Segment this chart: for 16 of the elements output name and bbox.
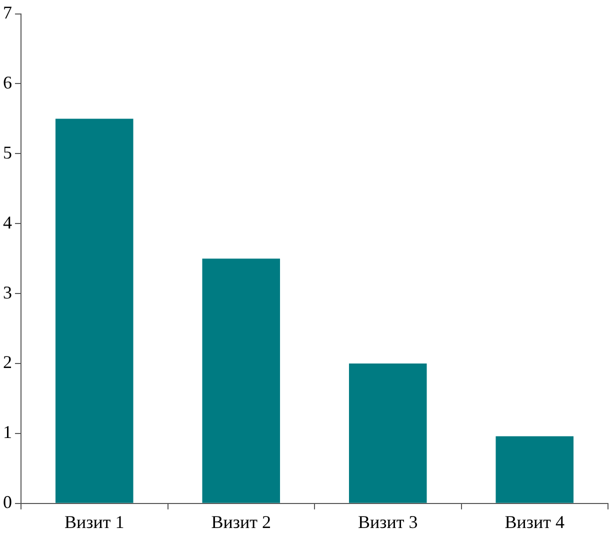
y-tick-label: 1 xyxy=(3,422,12,442)
bar xyxy=(348,364,427,503)
x-tick-label: Визит 4 xyxy=(504,512,564,532)
x-tick-label: Визит 1 xyxy=(64,512,124,532)
bar xyxy=(55,118,134,503)
y-tick-label: 0 xyxy=(3,492,12,512)
bar xyxy=(202,258,280,503)
y-tick-label: 3 xyxy=(3,282,12,302)
y-tick-label: 2 xyxy=(3,352,12,372)
bar xyxy=(496,436,574,503)
x-tick-label: Визит 3 xyxy=(358,512,418,532)
y-tick-label: 6 xyxy=(3,72,12,92)
y-tick-label: 4 xyxy=(3,212,12,232)
y-tick-label: 7 xyxy=(3,2,12,23)
y-tick-label: 5 xyxy=(3,142,12,162)
x-tick-label: Визит 2 xyxy=(211,512,271,532)
